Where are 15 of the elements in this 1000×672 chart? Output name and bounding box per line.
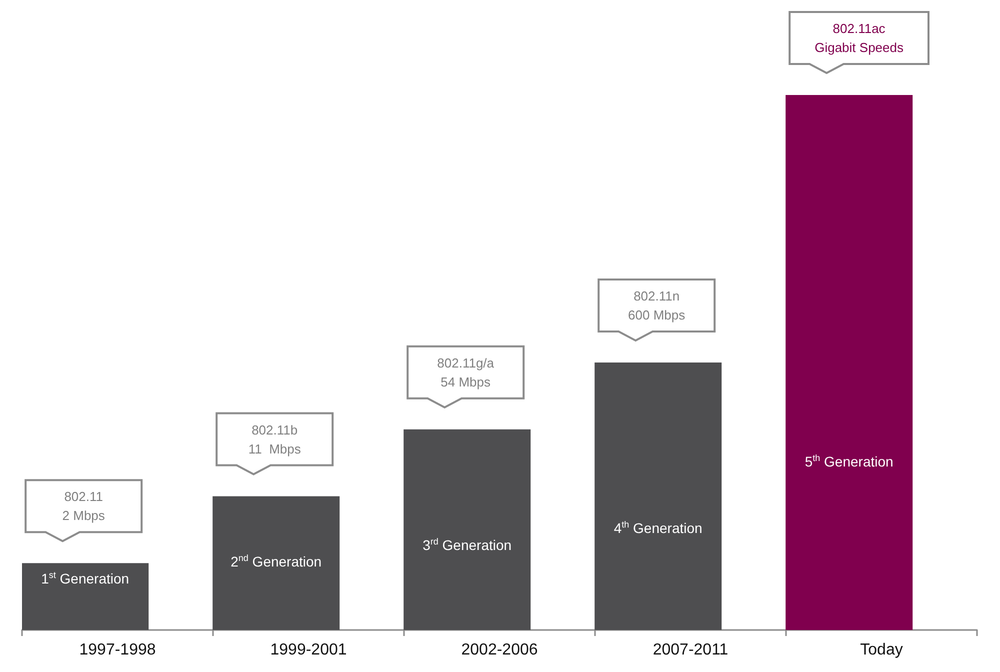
annotation: 802.11g/a 54 Mbps [437,355,495,390]
annotation: 802.11b 11 Mbps [248,422,302,456]
x-tick-label: 2007-2011 [652,642,728,658]
text: 802.11ac Gigabit Speeds [814,21,904,55]
x-tick-label: 2002-2006 [461,642,538,658]
bar [786,95,913,630]
annotation: 802.11n 600 Mbps [628,288,686,322]
bar [594,362,722,630]
bar [404,429,531,630]
annotation: 802.11 2 Mbps [62,489,106,524]
bar [22,563,149,630]
x-tick-label: Today [860,642,903,658]
x-tick-label: 1999-2001 [270,642,347,658]
bar [212,496,340,630]
x-tick-label: 1997-1998 [79,642,156,658]
